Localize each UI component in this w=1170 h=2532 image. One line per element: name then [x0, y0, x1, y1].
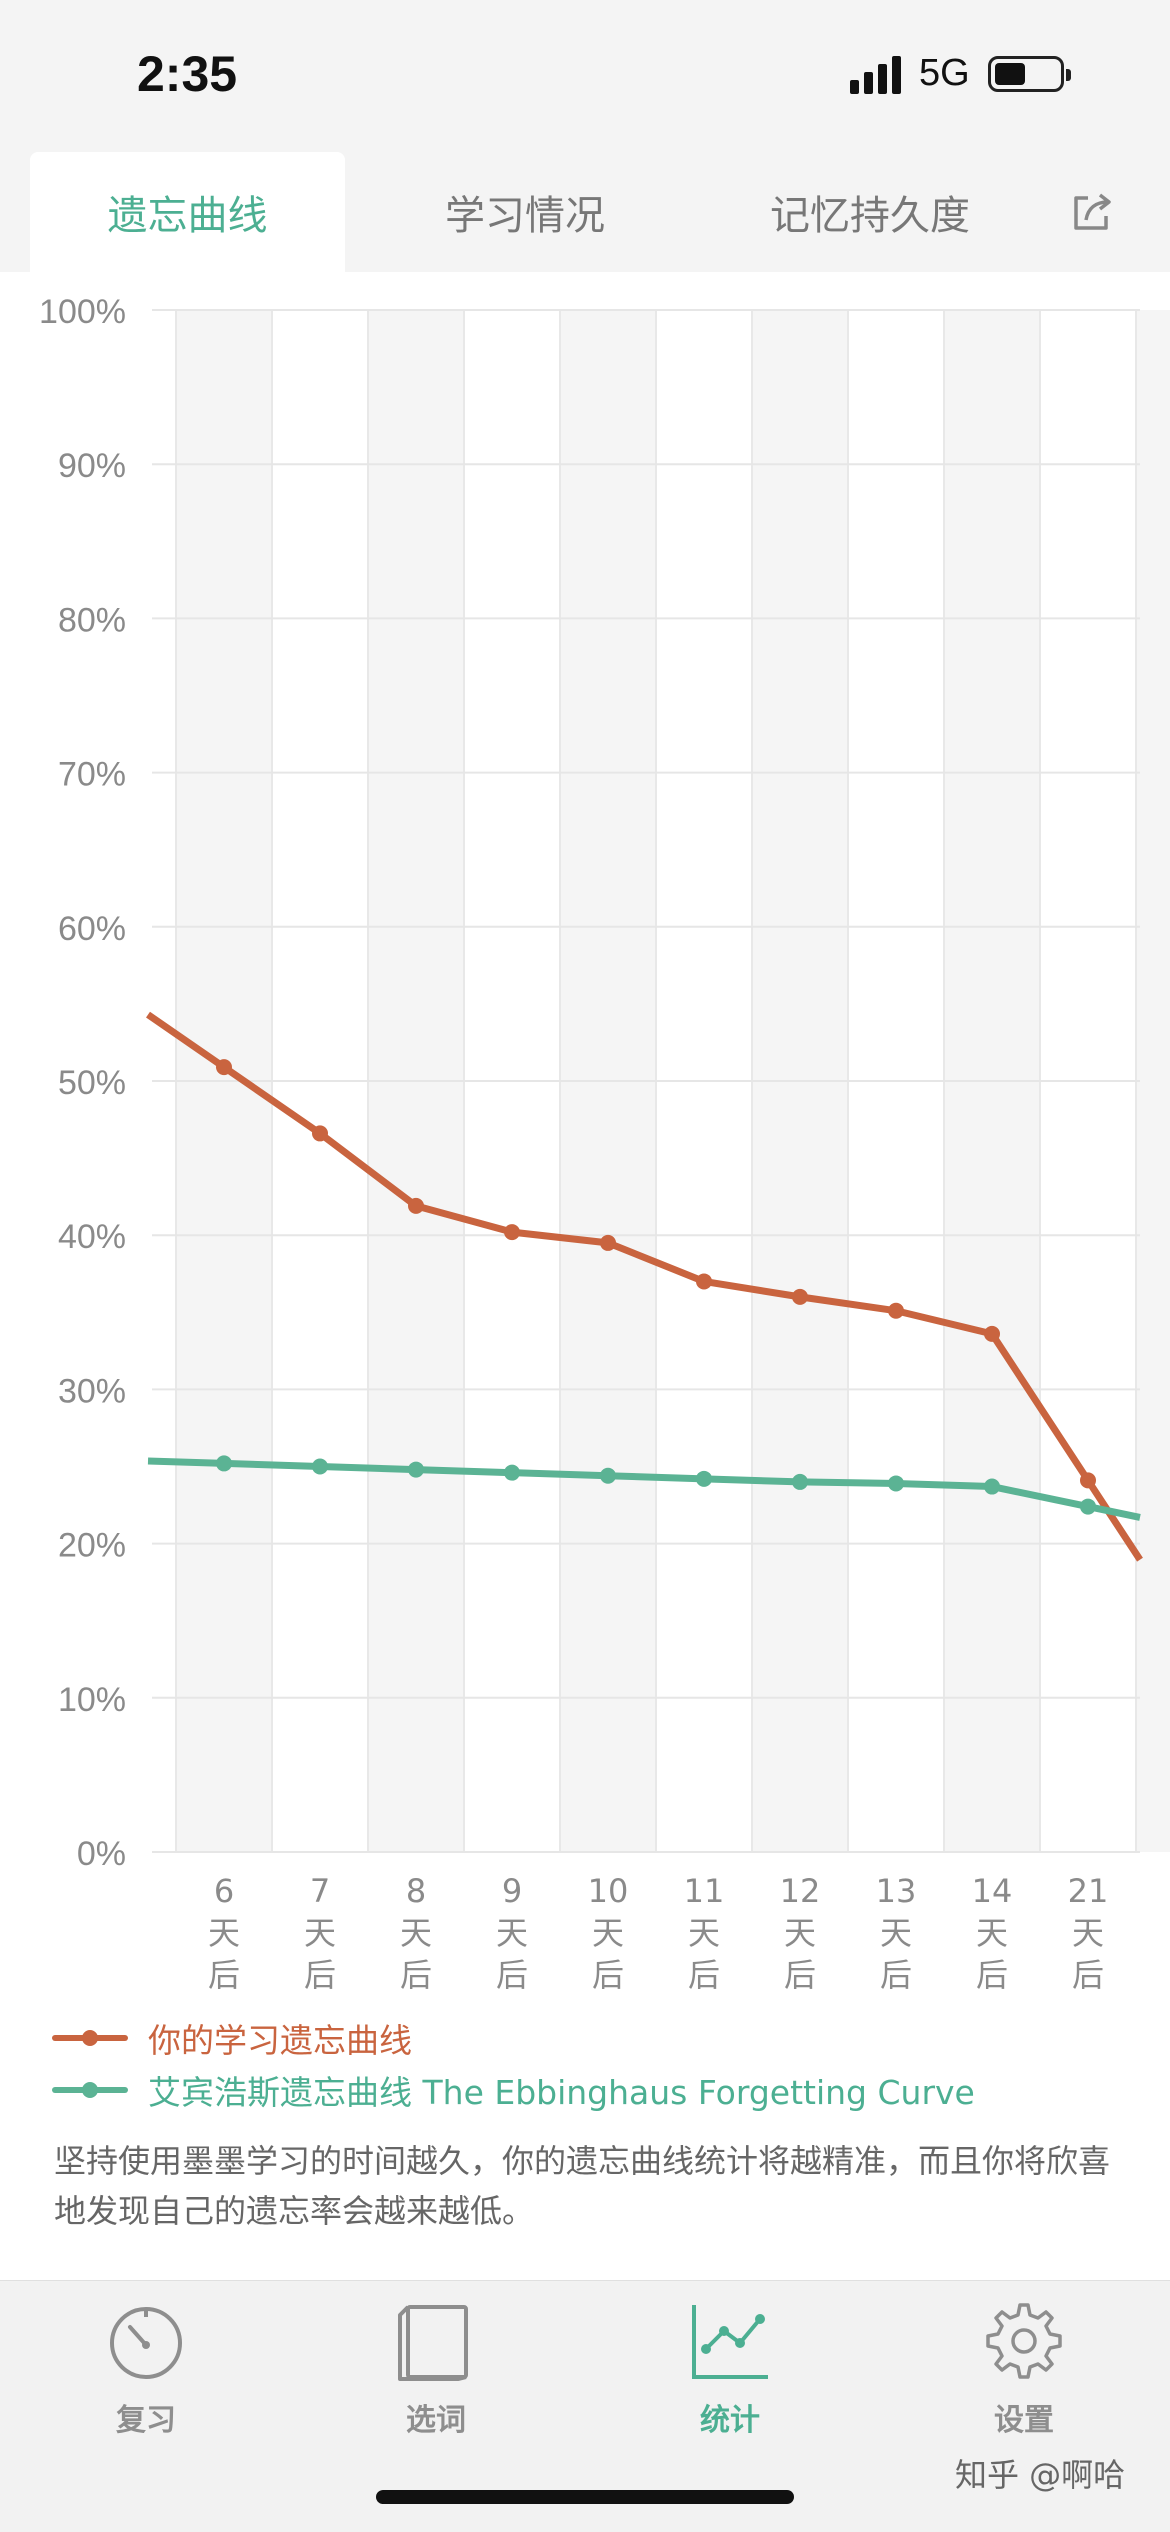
status-bar: 2:35 5G — [0, 0, 1170, 150]
data-point-ebbinghaus — [792, 1473, 808, 1490]
y-tick-label: 60% — [58, 910, 126, 948]
status-time: 2:35 — [137, 46, 238, 102]
x-tick-label: 后 — [688, 1956, 720, 1994]
data-point-mine — [888, 1302, 904, 1319]
chart-svg: 100%90%80%70%60%50%40%30%20%10%0%6天后7天后8… — [39, 293, 1170, 1994]
data-point-ebbinghaus — [600, 1467, 616, 1484]
data-point-ebbinghaus — [408, 1461, 424, 1478]
watermark: 知乎 @啊哈 — [955, 2456, 1126, 2494]
x-tick-label: 14 — [972, 1872, 1013, 1910]
tab-bar-top: 遗忘曲线 学习情况 记忆持久度 — [0, 150, 1170, 272]
stats-chart-icon — [692, 2305, 768, 2379]
legend-item-ebbinghaus: 艾宾浩斯遗忘曲线 The Ebbinghaus Forgetting Curve — [52, 2066, 975, 2114]
x-tick-label: 10 — [588, 1872, 629, 1910]
x-tick-label: 天 — [592, 1914, 624, 1952]
tabbar-settings[interactable]: 设置 — [954, 2301, 1094, 2439]
data-point-mine — [504, 1224, 520, 1241]
tab-study-status[interactable]: 学习情况 — [445, 193, 605, 239]
y-tick-label: 50% — [58, 1064, 126, 1102]
x-tick-label: 后 — [976, 1956, 1008, 1994]
stopwatch-icon — [110, 2307, 182, 2379]
y-tick-label: 70% — [58, 756, 126, 794]
network-label: 5G — [919, 52, 970, 94]
data-point-mine — [312, 1125, 328, 1142]
x-tick-label: 后 — [880, 1956, 912, 1994]
data-point-mine — [408, 1197, 424, 1214]
x-tick-label: 后 — [496, 1956, 528, 1994]
x-tick-label: 天 — [208, 1914, 240, 1952]
tab-memory-durability[interactable]: 记忆持久度 — [770, 193, 970, 239]
x-tick-label: 后 — [208, 1956, 240, 1994]
series-line-mine — [146, 1011, 1143, 1562]
x-tick-label: 天 — [400, 1914, 432, 1952]
tabbar-label-settings: 设置 — [994, 2403, 1054, 2438]
legend-item-mine: 你的学习遗忘曲线 — [52, 2014, 412, 2062]
data-point-ebbinghaus — [888, 1475, 904, 1492]
tab-forgetting-curve[interactable]: 遗忘曲线 — [30, 152, 345, 272]
data-point-ebbinghaus — [216, 1455, 232, 1472]
y-tick-label: 20% — [58, 1527, 126, 1565]
data-point-ebbinghaus — [504, 1464, 520, 1481]
data-point-mine — [696, 1273, 712, 1290]
x-tick-label: 9 — [502, 1872, 522, 1910]
tabbar-label-words: 选词 — [406, 2403, 466, 2438]
x-tick-label: 天 — [784, 1914, 816, 1952]
data-point-mine — [792, 1288, 808, 1305]
legend-swatch-ebbinghaus — [52, 2082, 128, 2098]
y-tick-label: 30% — [58, 1372, 126, 1410]
legend-label-mine: 你的学习遗忘曲线 — [148, 2021, 412, 2060]
status-indicators: 5G — [850, 52, 1071, 95]
battery-icon — [987, 55, 1071, 92]
data-point-mine — [1080, 1472, 1096, 1489]
x-tick-label: 13 — [876, 1872, 917, 1910]
data-point-mine — [216, 1059, 232, 1076]
chart-column-band — [1136, 310, 1170, 1852]
signal-icon — [850, 54, 901, 94]
gear-icon — [986, 2303, 1062, 2379]
x-tick-label: 6 — [214, 1872, 234, 1910]
chart-note: 坚持使用墨墨学习的时间越久，你的遗忘曲线统计将越精准，而且你将欣喜地发现自己的遗… — [54, 2142, 1111, 2230]
x-tick-label: 后 — [1072, 1956, 1104, 1994]
forgetting-curve-chart: 100% 90% 80% 70% 60% 50% 40% 30% 20% 10% 0% 6 天后 7 天后 8… — [0, 272, 1170, 2002]
data-point-ebbinghaus — [984, 1478, 1000, 1495]
y-tick-label: 90% — [58, 447, 126, 485]
x-tick-label: 7 — [310, 1872, 330, 1910]
x-tick-label: 21 — [1068, 1872, 1109, 1910]
tabbar-label-stats: 统计 — [700, 2403, 760, 2438]
series-line-ebbinghaus — [147, 1457, 1141, 1521]
x-tick-label: 天 — [880, 1914, 912, 1952]
x-tick-label: 天 — [1072, 1914, 1104, 1952]
legend-label-ebbinghaus: 艾宾浩斯遗忘曲线 The Ebbinghaus Forgetting Curve — [148, 2073, 975, 2112]
tabbar-words[interactable]: 选词 — [366, 2301, 506, 2439]
share-icon[interactable] — [1070, 190, 1114, 234]
x-tick-label: 11 — [684, 1872, 725, 1910]
x-tick-label: 后 — [592, 1956, 624, 1994]
tabbar-stats[interactable]: 统计 — [660, 2301, 800, 2439]
tabbar-label-review: 复习 — [116, 2403, 176, 2438]
legend-swatch-mine — [52, 2030, 128, 2046]
data-point-ebbinghaus — [696, 1470, 712, 1487]
data-point-mine — [600, 1234, 616, 1251]
x-tick-label: 12 — [780, 1872, 821, 1910]
x-tick-label: 8 — [406, 1872, 426, 1910]
x-tick-label: 天 — [304, 1914, 336, 1952]
data-point-mine — [984, 1325, 1000, 1342]
tabbar-review[interactable]: 复习 — [76, 2301, 216, 2439]
y-tick-label: 40% — [58, 1218, 126, 1256]
data-point-ebbinghaus — [312, 1458, 328, 1475]
data-point-ebbinghaus — [1080, 1498, 1096, 1515]
y-tick-label: 100% — [39, 293, 126, 331]
x-tick-label: 天 — [976, 1914, 1008, 1952]
x-tick-label: 后 — [784, 1956, 816, 1994]
y-tick-label: 80% — [58, 601, 126, 639]
x-tick-label: 天 — [496, 1914, 528, 1952]
book-icon — [398, 2305, 468, 2381]
y-tick-label: 0% — [77, 1835, 126, 1873]
x-tick-label: 天 — [688, 1914, 720, 1952]
x-tick-label: 后 — [400, 1956, 432, 1994]
home-indicator — [376, 2490, 794, 2504]
y-tick-label: 10% — [58, 1681, 126, 1719]
x-tick-label: 后 — [304, 1956, 336, 1994]
